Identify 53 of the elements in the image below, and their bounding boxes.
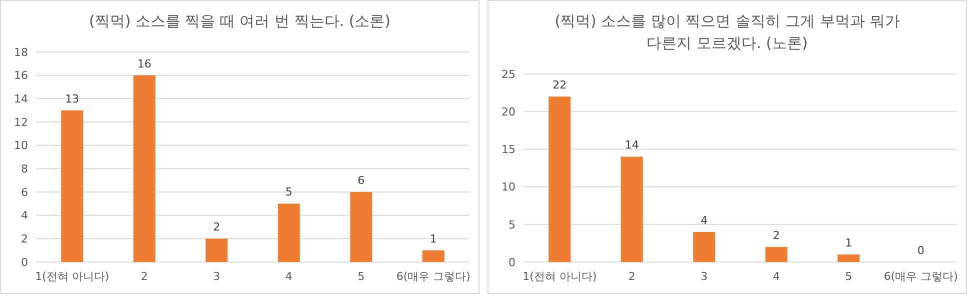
x-tick-label: 6(매우 그렇다) <box>884 270 958 283</box>
data-label: 6 <box>358 174 365 187</box>
bar <box>422 250 444 262</box>
data-label: 0 <box>917 244 924 257</box>
x-tick-label: 5 <box>358 270 365 283</box>
x-tick-label: 2 <box>140 270 148 283</box>
data-label: 2 <box>213 220 220 234</box>
y-tick-label: 12 <box>14 116 28 129</box>
y-tick-label: 25 <box>502 68 516 81</box>
data-label: 22 <box>552 78 567 92</box>
y-tick-label: 5 <box>508 218 516 232</box>
data-label: 2 <box>772 228 780 242</box>
data-label: 14 <box>624 138 639 152</box>
bar <box>548 96 571 262</box>
data-label: 16 <box>137 57 152 70</box>
x-tick-label: 6(매우 그렇다) <box>396 270 470 283</box>
x-tick-label: 2 <box>628 270 636 283</box>
bar <box>206 238 228 262</box>
data-label: 13 <box>65 92 80 106</box>
data-label: 4 <box>700 214 708 227</box>
x-tick-label: 1(전혀 아니다) <box>35 270 110 283</box>
bar <box>620 156 643 262</box>
chart-title: (찍먹) 소스를 많이 찍으면 솔직히 그게 부먹과 뭐가 다른지 모르겠다. (노론) <box>554 12 900 52</box>
data-label: 1 <box>845 236 852 250</box>
x-tick-label: 4 <box>772 270 780 283</box>
bar <box>133 75 156 262</box>
data-label: 5 <box>285 186 292 199</box>
y-tick-label: 10 <box>14 139 28 152</box>
y-tick-label: 8 <box>21 162 28 176</box>
y-tick-label: 10 <box>502 180 516 194</box>
x-tick-label: 4 <box>285 270 292 283</box>
bar <box>765 246 788 262</box>
y-tick-label: 18 <box>14 46 28 59</box>
data-label: 1 <box>430 232 437 246</box>
y-tick-label: 20 <box>502 105 516 118</box>
y-tick-label: 15 <box>502 143 516 156</box>
x-tick-label: 1(전혀 아니다) <box>522 270 597 283</box>
bar <box>61 110 84 262</box>
y-tick-label: 16 <box>14 69 28 82</box>
y-tick-label: 0 <box>21 256 28 269</box>
y-tick-label: 2 <box>21 232 28 246</box>
y-tick-label: 6 <box>21 186 28 199</box>
x-tick-label: 5 <box>845 270 852 283</box>
y-tick-label: 4 <box>21 209 28 222</box>
bar <box>693 232 716 262</box>
chart-title: (찍먹) 소스를 찍을 때 여러 번 찍는다. (소론) <box>88 12 391 30</box>
y-tick-label: 0 <box>508 256 516 269</box>
x-tick-label: 3 <box>700 270 708 283</box>
y-tick-label: 14 <box>14 92 28 106</box>
bar <box>838 254 860 262</box>
x-tick-label: 3 <box>213 270 220 283</box>
bar <box>278 204 300 262</box>
bar <box>350 192 372 262</box>
